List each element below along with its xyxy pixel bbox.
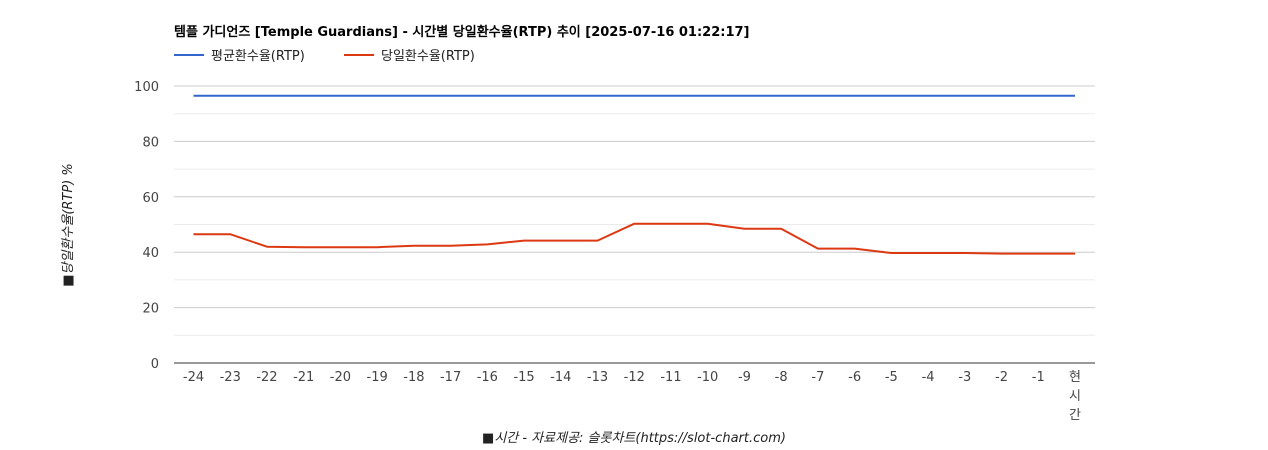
y-tick-label: 100 xyxy=(134,80,159,95)
y-axis-tick-labels: 0 20 40 60 80 100 xyxy=(134,80,159,372)
x-tick-label: -10 xyxy=(697,370,718,385)
legend: 평균환수율(RTP) 당일환수율(RTP) xyxy=(174,49,475,64)
legend-item-average[interactable]: 평균환수율(RTP) xyxy=(174,49,305,64)
x-tick-label: -21 xyxy=(293,370,314,385)
x-tick-label: -8 xyxy=(775,370,788,385)
x-tick-label: -6 xyxy=(848,370,861,385)
x-tick-label: -20 xyxy=(330,370,351,385)
y-tick-label: 60 xyxy=(142,191,159,206)
x-tick-label: -17 xyxy=(440,370,461,385)
legend-label-average: 평균환수율(RTP) xyxy=(211,49,305,64)
x-tick-label: -5 xyxy=(885,370,898,385)
x-tick-label: -9 xyxy=(738,370,751,385)
chart-title: 템플 가디언즈 [Temple Guardians] - 시간별 당일환수율(R… xyxy=(174,24,750,40)
x-tick-label: -12 xyxy=(624,370,645,385)
legend-item-daily[interactable]: 당일환수율(RTP) xyxy=(344,49,475,64)
x-tick-label: -22 xyxy=(256,370,277,385)
x-tick-label: -15 xyxy=(513,370,534,385)
series-line-daily-rtp[interactable] xyxy=(193,222,1076,255)
y-tick-label: 0 xyxy=(151,357,159,372)
y-tick-label: 20 xyxy=(142,302,159,317)
x-tick-label: -1 xyxy=(1032,370,1045,385)
grid-lines xyxy=(174,85,1095,364)
x-tick-label: -7 xyxy=(811,370,824,385)
x-tick-label: -24 xyxy=(183,370,204,385)
y-tick-label: 40 xyxy=(142,246,159,261)
x-tick-label: -14 xyxy=(550,370,571,385)
x-tick-label: -13 xyxy=(587,370,608,385)
series-lines xyxy=(193,94,1076,255)
x-tick-label: -23 xyxy=(220,370,241,385)
y-tick-label: 80 xyxy=(142,135,159,150)
x-tick-label: -11 xyxy=(660,370,681,385)
x-tick-label: -16 xyxy=(477,370,498,385)
x-tick-label: -18 xyxy=(403,370,424,385)
x-axis-title: ■시간 - 자료제공: 슬롯차트(https://slot-chart.com) xyxy=(482,431,786,446)
legend-label-daily: 당일환수율(RTP) xyxy=(381,49,475,64)
x-axis-tick-labels: -24 -23 -22 -21 -20 -19 -18 -17 -16 -15 -14 -13 -12-… xyxy=(183,370,1081,423)
x-tick-label: -2 xyxy=(995,370,1008,385)
x-tick-label: -19 xyxy=(367,370,388,385)
y-axis-title: ■당일환수율(RTP) % xyxy=(61,163,76,287)
x-tick-label: -3 xyxy=(958,370,971,385)
x-tick-label: -4 xyxy=(922,370,935,385)
